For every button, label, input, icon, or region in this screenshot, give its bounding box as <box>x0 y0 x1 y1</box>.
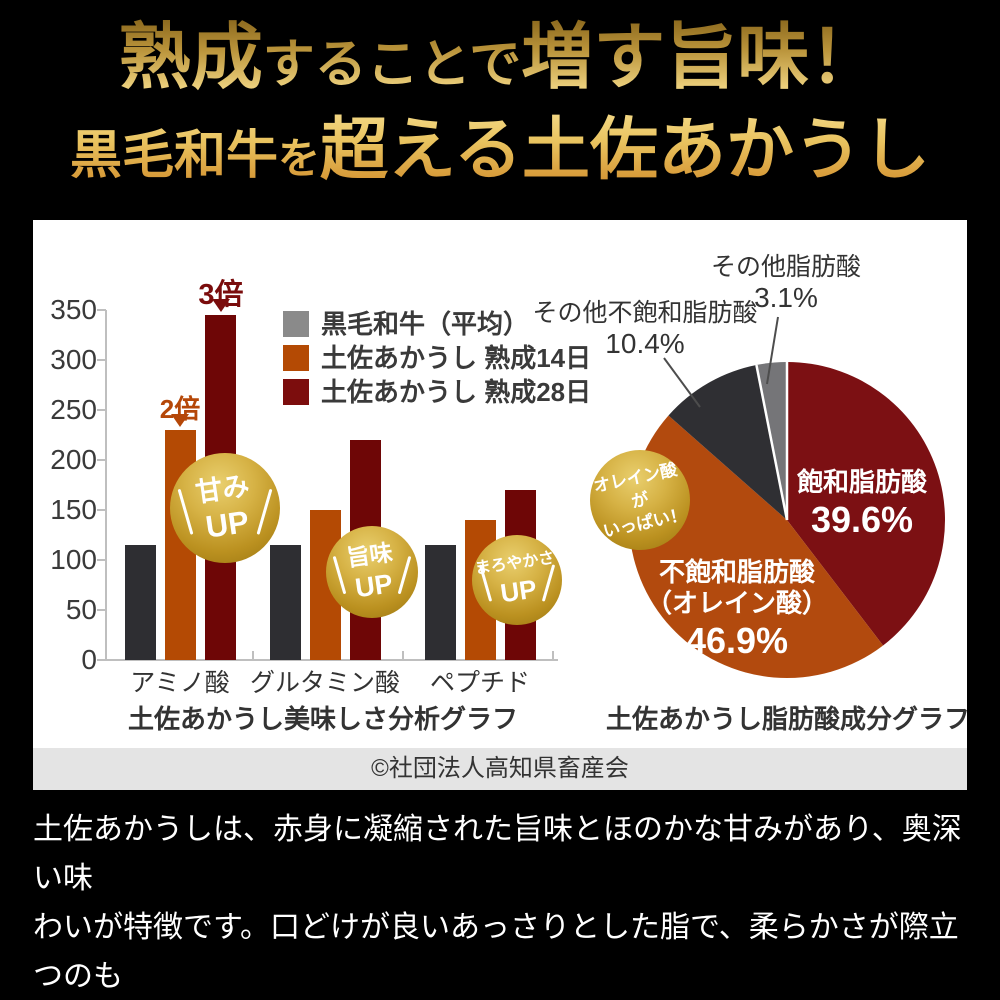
header-title-segment: 熟成 <box>118 18 263 98</box>
description-line: わいが特徴です。口どけが良いあっさりとした脂で、柔らかさが際立つのも <box>33 911 959 993</box>
charts-panel <box>33 220 967 790</box>
header-title-line2: 黒毛和牛を超える土佐あかうし <box>0 100 1000 219</box>
header-title-segment: することで <box>262 37 522 94</box>
header-title-segment: 増す旨味！ <box>521 18 882 98</box>
description-footer: 土佐あかうしは、赤身に凝縮された旨味とほのかな甘みがあり、奥深い味 わいが特徴で… <box>0 790 1000 1000</box>
description-text: 土佐あかうしは、赤身に凝縮された旨味とほのかな甘みがあり、奥深い味 わいが特徴で… <box>33 805 973 1000</box>
description-line: 土佐あかうしは、赤身に凝縮された旨味とほのかな甘みがあり、奥深い味 <box>33 813 962 895</box>
copyright-credit: ©社団法人高知県畜産会 <box>33 748 967 790</box>
header-title-segment: 黒毛和牛 <box>70 128 279 185</box>
header-title-segment: 超える土佐あかうし <box>320 112 930 188</box>
header-banner: 熟成することで増す旨味！ 黒毛和牛を超える土佐あかうし <box>0 0 1000 220</box>
header-title-segment: を <box>278 137 321 183</box>
